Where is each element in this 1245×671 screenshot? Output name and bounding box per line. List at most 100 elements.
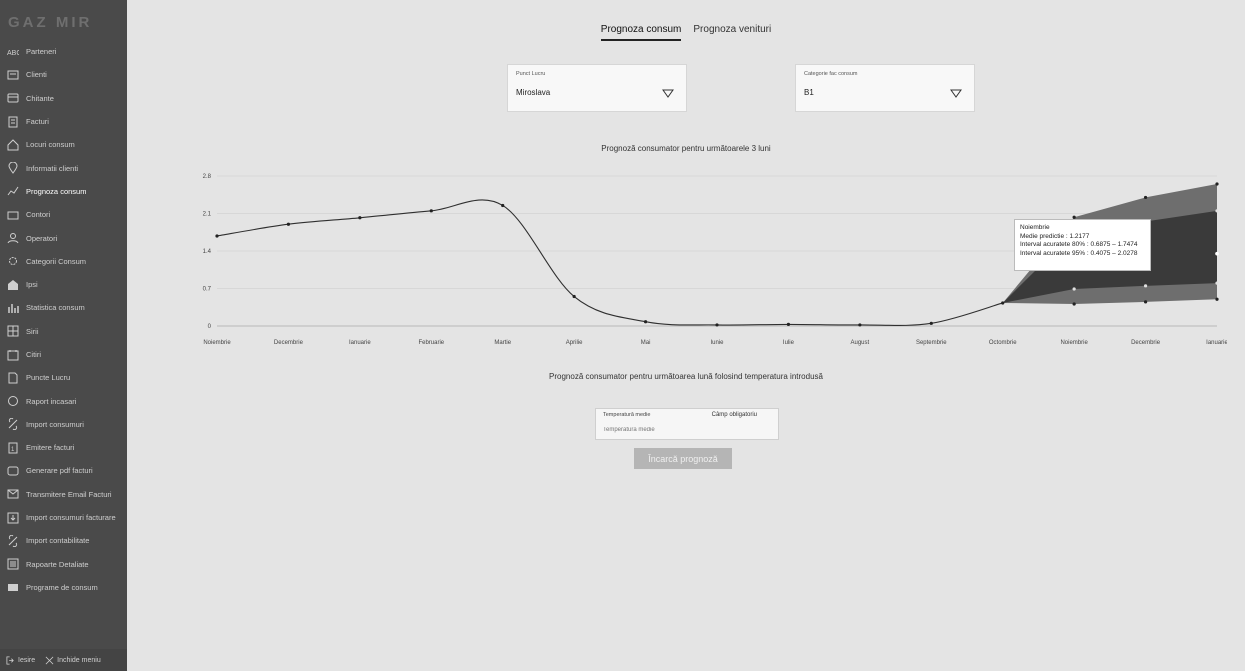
forecast-ci80-high-point bbox=[1215, 209, 1219, 213]
invoice-issue-icon: 1 bbox=[6, 442, 20, 454]
data-point bbox=[501, 203, 505, 208]
forecast-ci80-low-point bbox=[1215, 281, 1219, 285]
meter-icon bbox=[6, 209, 20, 221]
forecast-ci95-high-point bbox=[1072, 215, 1076, 219]
close-menu-button[interactable]: Inchide meniu bbox=[45, 656, 101, 665]
sidebar-item-label: Categorii Consum bbox=[26, 256, 87, 266]
sidebar-item-label: Sirii bbox=[26, 326, 39, 336]
y-tick-label: 2.8 bbox=[203, 174, 212, 180]
x-tick-label: Octombrie bbox=[989, 340, 1017, 346]
logout-label: Iesire bbox=[18, 656, 36, 664]
temperature-input[interactable] bbox=[603, 427, 753, 433]
sidebar-item-puncte-lucru[interactable]: Puncte Lucru bbox=[0, 366, 127, 389]
sidebar-item-generare-pdf-facturi[interactable]: Generare pdf facturi bbox=[0, 459, 127, 482]
sidebar-item-label: Import consumuri facturare bbox=[26, 513, 116, 523]
sidebar-item-clienti[interactable]: Clienti bbox=[0, 63, 127, 86]
category-select[interactable]: Categorie fac consum B1 bbox=[795, 64, 975, 112]
settings-icon bbox=[6, 255, 20, 267]
sidebar-item-facturi[interactable]: Facturi bbox=[0, 110, 127, 133]
forecast-tabs: Prognoza consum Prognoza venituri bbox=[127, 24, 1245, 41]
sidebar-item-label: Puncte Lucru bbox=[26, 373, 71, 383]
chevron-down-icon bbox=[662, 89, 674, 98]
sidebar-item-label: Rapoarte Detaliate bbox=[26, 559, 89, 569]
program-icon bbox=[6, 581, 20, 593]
sidebar-item-categorii-consum[interactable]: Categorii Consum bbox=[0, 250, 127, 273]
tab-consumption-forecast[interactable]: Prognoza consum bbox=[600, 24, 682, 41]
sidebar-item-statistica-consum[interactable]: Statistica consum bbox=[0, 296, 127, 319]
data-point bbox=[858, 323, 862, 327]
report-icon bbox=[6, 395, 20, 407]
sidebar-item-label: Operatori bbox=[26, 233, 58, 243]
x-tick-label: August bbox=[851, 340, 870, 346]
x-tick-label: Mai bbox=[641, 340, 651, 346]
forecast-ci80-low-point bbox=[1072, 287, 1076, 291]
sidebar-item-locuri-consum[interactable]: Locuri consum bbox=[0, 133, 127, 156]
sidebar-item-operatori[interactable]: Operatori bbox=[0, 226, 127, 249]
tab-revenue-forecast[interactable]: Prognoza venituri bbox=[693, 24, 772, 35]
data-point bbox=[429, 209, 433, 213]
user-icon bbox=[6, 232, 20, 244]
sidebar-item-import-contabilitate[interactable]: Import contabilitate bbox=[0, 529, 127, 552]
sidebar-item-label: Raport incasari bbox=[26, 396, 77, 406]
list-icon bbox=[6, 558, 20, 570]
sidebar-item-raport-incasari[interactable]: Raport incasari bbox=[0, 389, 127, 412]
x-tick-label: Noiembrie bbox=[203, 340, 231, 346]
required-hint: Câmp obligatoriu bbox=[711, 412, 757, 418]
sidebar-item-sirii[interactable]: Sirii bbox=[0, 320, 127, 343]
temperature-label: Temperatură medie bbox=[603, 412, 651, 418]
sidebar-item-transmitere-email-facturi[interactable]: Transmitere Email Facturi bbox=[0, 483, 127, 506]
work-point-select[interactable]: Punct Lucru Miroslava bbox=[507, 64, 687, 112]
sidebar-item-label: Ipsi bbox=[26, 280, 38, 290]
sidebar-item-citiri[interactable]: Citiri bbox=[0, 343, 127, 366]
data-point bbox=[929, 321, 933, 325]
sidebar: GAZ MIR ABC Parteneri Clienti Chitante Factu… bbox=[0, 0, 127, 671]
sidebar-item-import-consumuri-facturare[interactable]: Import consumuri facturare bbox=[0, 506, 127, 529]
sidebar-item-label: Generare pdf facturi bbox=[26, 466, 93, 476]
chart-line-icon bbox=[6, 185, 20, 197]
sidebar-item-prognoza-consum[interactable]: Prognoza consum bbox=[0, 180, 127, 203]
sidebar-item-contori[interactable]: Contori bbox=[0, 203, 127, 226]
home-icon bbox=[6, 139, 20, 151]
x-tick-label: Martie bbox=[494, 340, 511, 346]
sidebar-item-label: Statistica consum bbox=[26, 303, 85, 313]
tooltip-month: Noiembrie bbox=[1020, 224, 1050, 231]
document-icon bbox=[6, 372, 20, 384]
sidebar-item-label: Transmitere Email Facturi bbox=[26, 489, 112, 499]
tooltip-mean: Medie predictie : 1.2177 bbox=[1020, 232, 1090, 240]
main-content: Prognoza consum Prognoza venituri Punct … bbox=[127, 0, 1245, 671]
x-tick-label: Septembrie bbox=[916, 340, 947, 346]
svg-text:ABC: ABC bbox=[7, 50, 19, 57]
sidebar-item-import-consumuri[interactable]: Import consumuri bbox=[0, 413, 127, 436]
import-icon bbox=[6, 512, 20, 524]
sidebar-item-parteneri[interactable]: ABC Parteneri bbox=[0, 40, 127, 63]
data-point bbox=[643, 320, 648, 324]
sidebar-item-label: Facturi bbox=[26, 117, 49, 127]
sidebar-item-informatii-clienti[interactable]: Informatii clienti bbox=[0, 156, 127, 179]
chart-tooltip: Noiembrie Medie predictie : 1.2177 Inter… bbox=[1014, 219, 1151, 271]
forecast-chart-title: Prognoză consumator pentru următoarele 3… bbox=[601, 144, 771, 153]
data-point bbox=[572, 294, 576, 299]
location-icon bbox=[6, 162, 20, 174]
logout-button[interactable]: Iesire bbox=[6, 655, 36, 665]
forecast-ci95-high-point bbox=[1143, 195, 1148, 200]
temperature-field[interactable]: Temperatură medie Câmp obligatoriu bbox=[595, 408, 779, 440]
data-point bbox=[1001, 301, 1005, 305]
sidebar-item-label: Chitante bbox=[26, 93, 54, 103]
x-tick-label: Decembrie bbox=[1131, 340, 1161, 346]
x-tick-label: Noiembrie bbox=[1060, 340, 1088, 346]
sidebar-item-rapoarte-detaliate[interactable]: Rapoarte Detaliate bbox=[0, 553, 127, 576]
sidebar-item-chitante[interactable]: Chitante bbox=[0, 87, 127, 110]
sidebar-item-label: Citiri bbox=[26, 350, 41, 359]
sidebar-footer: Iesire Inchide meniu bbox=[0, 649, 127, 671]
y-tick-label: 1.4 bbox=[203, 249, 212, 255]
data-point bbox=[215, 234, 219, 238]
mail-icon bbox=[6, 488, 20, 500]
x-tick-label: Iunie bbox=[710, 340, 724, 346]
sidebar-item-label: Prognoza consum bbox=[26, 186, 87, 196]
sidebar-item-programe-de-consum[interactable]: Programe de consum bbox=[0, 576, 127, 599]
load-forecast-button[interactable]: Încarcă prognoză bbox=[634, 448, 732, 469]
sidebar-item-label: Informatii clienti bbox=[26, 163, 79, 173]
sidebar-item-ipsi[interactable]: Ipsi bbox=[0, 273, 127, 296]
sidebar-item-emitere-facturi[interactable]: 1 Emitere facturi bbox=[0, 436, 127, 459]
y-tick-label: 0 bbox=[208, 324, 212, 330]
